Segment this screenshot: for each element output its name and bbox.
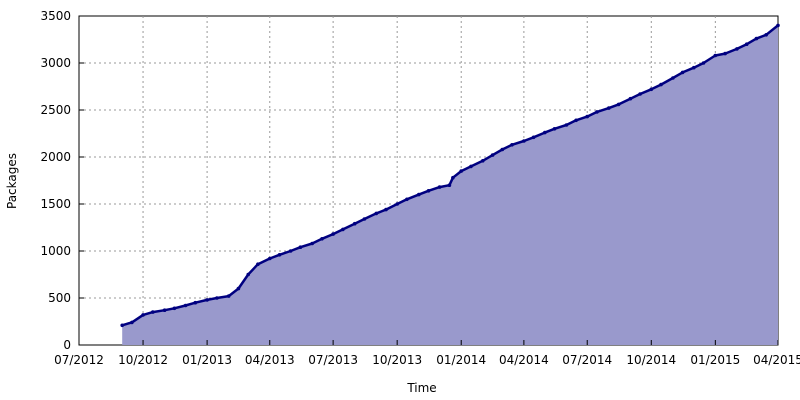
data-point <box>659 82 663 87</box>
data-point <box>607 106 611 110</box>
data-point <box>384 207 388 212</box>
data-point <box>638 92 642 96</box>
data-point <box>564 123 569 127</box>
data-point <box>481 159 485 163</box>
y-tick-label: 0 <box>63 338 71 352</box>
data-point <box>522 139 526 143</box>
data-point <box>226 294 231 298</box>
y-tick-label: 1000 <box>40 244 71 258</box>
data-point <box>764 33 768 37</box>
data-point <box>469 164 473 169</box>
data-point <box>256 262 260 267</box>
data-point <box>510 143 514 147</box>
data-point <box>713 53 718 58</box>
data-point <box>459 169 464 173</box>
data-point <box>298 245 303 249</box>
data-point <box>141 313 145 317</box>
data-point <box>417 192 421 197</box>
data-point <box>447 183 452 187</box>
data-point <box>426 189 431 193</box>
grid-lines <box>79 16 778 345</box>
x-tick-label: 04/2015 <box>753 353 800 367</box>
x-tick-label: 07/2013 <box>308 353 358 367</box>
data-point <box>331 232 335 236</box>
data-point <box>437 185 442 189</box>
y-axis-ticks: 0 500 1000 1500 2000 2500 3000 3500 <box>40 9 84 352</box>
y-tick-label: 2000 <box>40 150 71 164</box>
data-point <box>543 130 547 135</box>
x-axis-ticks: 07/2012 10/2012 01/2013 04/2013 07/2013 10/20… <box>54 340 800 367</box>
data-point <box>130 320 134 325</box>
x-tick-label: 04/2014 <box>499 353 549 367</box>
x-tick-label: 01/2013 <box>182 353 232 367</box>
data-point <box>744 42 749 46</box>
data-point <box>277 253 282 257</box>
data-point <box>352 221 357 226</box>
x-tick-label: 10/2013 <box>372 353 422 367</box>
data-point <box>776 23 780 28</box>
data-point <box>310 241 315 246</box>
data-point <box>671 76 675 80</box>
data-point <box>692 65 696 70</box>
data-point <box>215 296 219 300</box>
x-tick-label: 04/2013 <box>245 353 295 367</box>
y-tick-label: 500 <box>48 291 71 305</box>
data-point <box>395 202 400 206</box>
x-tick-label: 07/2014 <box>562 353 612 367</box>
data-point <box>595 110 599 114</box>
data-point <box>701 61 706 65</box>
data-point <box>246 272 250 277</box>
data-point <box>616 102 621 107</box>
x-tick-label: 10/2014 <box>626 353 676 367</box>
data-point <box>193 300 198 305</box>
data-point <box>628 96 633 101</box>
data-point <box>341 227 345 232</box>
y-axis-label: Packages <box>5 153 19 209</box>
data-point <box>754 36 759 41</box>
y-tick-label: 3000 <box>40 56 71 70</box>
data-point <box>574 118 578 123</box>
data-point <box>120 323 124 328</box>
data-point <box>680 70 685 75</box>
x-tick-label: 01/2015 <box>690 353 740 367</box>
data-point <box>268 256 272 261</box>
data-point <box>552 127 557 131</box>
data-line <box>121 24 779 327</box>
data-point <box>183 303 188 308</box>
y-tick-label: 3500 <box>40 9 71 23</box>
data-point <box>490 153 495 157</box>
data-point <box>205 298 209 302</box>
data-point <box>236 286 241 291</box>
x-tick-label: 07/2012 <box>54 353 104 367</box>
data-point <box>649 87 654 92</box>
data-point <box>320 237 324 241</box>
y-tick-label: 1500 <box>40 197 71 211</box>
data-point <box>531 135 536 140</box>
data-point <box>374 211 379 216</box>
data-point <box>362 217 367 221</box>
data-point <box>451 175 455 180</box>
data-point <box>735 47 739 51</box>
data-point <box>585 114 589 119</box>
x-tick-label: 10/2012 <box>118 353 168 367</box>
data-point <box>723 51 727 56</box>
x-axis-label: Time <box>406 381 436 395</box>
data-point <box>405 197 409 202</box>
data-point <box>162 308 167 313</box>
y-tick-label: 2500 <box>40 103 71 117</box>
data-points <box>120 23 780 328</box>
data-point <box>288 249 293 253</box>
data-point <box>172 306 177 311</box>
x-tick-label: 01/2014 <box>436 353 486 367</box>
data-point <box>151 310 155 314</box>
data-point <box>500 147 505 152</box>
